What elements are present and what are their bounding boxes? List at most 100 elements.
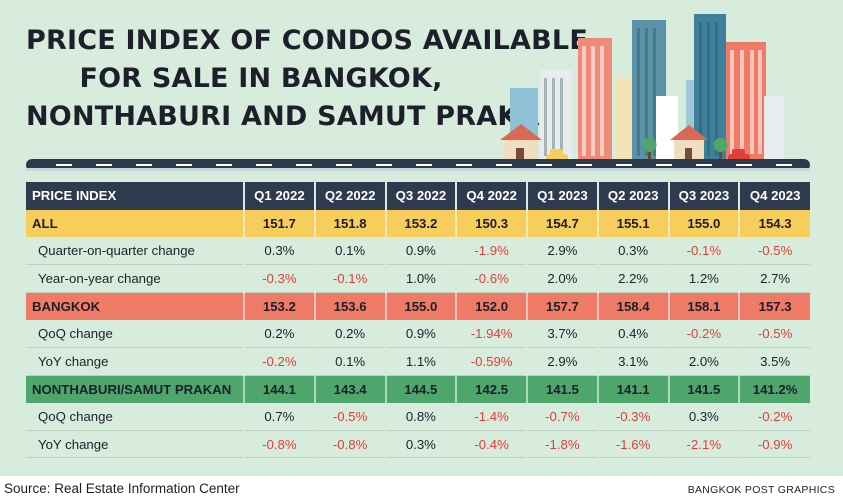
table-body: ALL 151.7 151.8 153.2 150.3 154.7 155.1 155.0 15…: [26, 209, 810, 459]
infographic-panel: PRICE INDEX OF CONDOS AVAILABLE FOR SALE…: [0, 0, 843, 476]
table-cell: 2.9%: [526, 347, 598, 376]
table-cell: -0.5%: [738, 237, 810, 266]
table-cell: 143.4: [313, 375, 386, 403]
table-cell: 0.4%: [596, 319, 669, 349]
table-cell: 0.3%: [384, 430, 457, 459]
table-cell: -0.6%: [455, 264, 527, 293]
price-index-table: PRICE INDEX Q1 2022 Q2 2022 Q3 2022 Q4 2…: [26, 182, 810, 459]
row-label: QoQ change: [26, 402, 244, 431]
table-cell: -1.94%: [455, 319, 527, 349]
table-cell: -0.7%: [526, 402, 598, 431]
table-cell: -0.1%: [667, 237, 740, 266]
table-cell: 0.8%: [384, 402, 457, 431]
table-row-change: QoQ change 0.2% 0.2% 0.9% -1.94% 3.7% 0.4% -0.2…: [26, 319, 810, 349]
table-row-change: Quarter-on-quarter change 0.3% 0.1% 0.9% -1.…: [26, 237, 810, 266]
table-cell: 2.0%: [667, 347, 740, 376]
column-header: Q1 2022: [243, 182, 315, 210]
chart-title: PRICE INDEX OF CONDOS AVAILABLE FOR SALE…: [26, 22, 588, 136]
table-row-change: QoQ change 0.7% -0.5% 0.8% -1.4% -0.7% -0.3% 0.…: [26, 402, 810, 431]
title-line-3: NONTHABURI AND SAMUT PRAKAN: [26, 101, 563, 132]
row-label: BANGKOK: [26, 292, 244, 320]
table-cell: 151.8: [313, 209, 386, 238]
table-row-change: YoY change -0.8% -0.8% 0.3% -0.4% -1.8% -1.6% -…: [26, 430, 810, 459]
table-cell: 141.5: [526, 375, 598, 403]
tree-icon: [642, 138, 657, 162]
table-cell: 1.2%: [667, 264, 740, 293]
table-cell: 157.7: [526, 292, 598, 320]
table-cell: 0.2%: [313, 319, 386, 349]
table-cell: -0.4%: [455, 430, 527, 459]
table-cell: -1.8%: [526, 430, 598, 459]
table-cell: 2.7%: [738, 264, 810, 293]
row-label: Year-on-year change: [26, 264, 244, 293]
table-cell: -0.5%: [313, 402, 386, 431]
column-header: Q1 2023: [526, 182, 598, 210]
table-cell: 3.1%: [596, 347, 669, 376]
column-header: Q2 2022: [313, 182, 386, 210]
table-cell: 0.9%: [384, 319, 457, 349]
table-cell: -0.59%: [455, 347, 527, 376]
source-note: Source: Real Estate Information Center: [4, 481, 240, 496]
table-row-nsp: NONTHABURI/SAMUT PRAKAN 144.1 143.4 144.5 14…: [26, 375, 810, 403]
table-cell: 0.3%: [243, 237, 315, 266]
house-icon: [670, 125, 708, 162]
table-cell: -1.6%: [596, 430, 669, 459]
table-cell: 144.1: [243, 375, 315, 403]
table-cell: 151.7: [243, 209, 315, 238]
column-header: Q3 2023: [667, 182, 740, 210]
row-label: QoQ change: [26, 319, 244, 349]
row-label: YoY change: [26, 347, 244, 376]
table-cell: 3.7%: [526, 319, 598, 349]
table-row-all: ALL 151.7 151.8 153.2 150.3 154.7 155.1 155.0 15…: [26, 209, 810, 238]
table-cell: 0.1%: [313, 347, 386, 376]
table-cell: -0.3%: [596, 402, 669, 431]
table-cell: 155.0: [667, 209, 740, 238]
city-skyline-illustration: [500, 14, 784, 163]
table-cell: 155.0: [384, 292, 457, 320]
graphics-credit: BANGKOK POST GRAPHICS: [687, 484, 835, 496]
table-cell: 2.9%: [526, 237, 598, 266]
table-cell: 154.7: [526, 209, 598, 238]
row-label: NONTHABURI/SAMUT PRAKAN: [26, 375, 244, 403]
table-cell: 154.3: [738, 209, 810, 238]
table-row-change: Year-on-year change -0.3% -0.1% 1.0% -0.6% 2.…: [26, 264, 810, 293]
title-line-2: FOR SALE IN BANGKOK,: [79, 63, 443, 94]
table-cell: -0.2%: [667, 319, 740, 349]
row-label: ALL: [26, 209, 244, 238]
table-cell: -1.9%: [455, 237, 527, 266]
table-cell: 0.1%: [313, 237, 386, 266]
table-cell: 0.7%: [243, 402, 315, 431]
table-cell: 2.0%: [526, 264, 598, 293]
tree-icon: [713, 138, 728, 162]
table-cell: 141.2%: [738, 375, 810, 403]
table-cell: -0.5%: [738, 319, 810, 349]
table-cell: 144.5: [384, 375, 457, 403]
table-row-bkk: BANGKOK 153.2 153.6 155.0 152.0 157.7 158.4 158…: [26, 292, 810, 320]
column-header: Q4 2022: [455, 182, 527, 210]
table-cell: 142.5: [455, 375, 527, 403]
table-cell: 155.1: [596, 209, 669, 238]
house-icon: [500, 124, 542, 162]
table-cell: 150.3: [455, 209, 527, 238]
row-label: Quarter-on-quarter change: [26, 237, 244, 266]
table-cell: -0.3%: [243, 264, 315, 293]
column-header: Q4 2023: [738, 182, 810, 210]
table-cell: 153.2: [384, 209, 457, 238]
table-cell: 1.1%: [384, 347, 457, 376]
table-cell: 3.5%: [738, 347, 810, 376]
title-line-1: PRICE INDEX OF CONDOS AVAILABLE: [26, 25, 588, 56]
road-illustration: [26, 159, 810, 171]
table-cell: 157.3: [738, 292, 810, 320]
header-price-index: PRICE INDEX: [26, 182, 244, 210]
table-cell: 1.0%: [384, 264, 457, 293]
table-cell: -0.8%: [313, 430, 386, 459]
table-cell: -0.9%: [738, 430, 810, 459]
table-row-change: YoY change -0.2% 0.1% 1.1% -0.59% 2.9% 3.1% 2.0…: [26, 347, 810, 376]
table-cell: -2.1%: [667, 430, 740, 459]
table-cell: 141.1: [596, 375, 669, 403]
row-label: YoY change: [26, 430, 244, 459]
table-cell: 141.5: [667, 375, 740, 403]
column-header: Q2 2023: [596, 182, 669, 210]
table-cell: 0.3%: [596, 237, 669, 266]
table-cell: 0.2%: [243, 319, 315, 349]
